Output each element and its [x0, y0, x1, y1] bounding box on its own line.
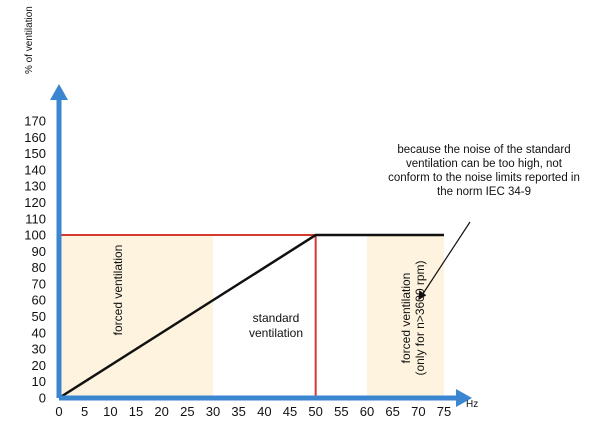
noise-note-line: ventilation can be too high, not	[406, 158, 563, 170]
y-tick-label: 170	[24, 114, 46, 129]
x-tick-label: 35	[231, 404, 245, 419]
x-tick-label: 40	[257, 404, 271, 419]
note-arrow-head	[418, 290, 427, 301]
y-tick-label: 60	[32, 293, 46, 308]
y-tick-label: 110	[25, 211, 46, 226]
y-tick-label: 100	[24, 228, 46, 243]
standard-ventilation-label-line1: standard	[253, 311, 300, 325]
x-tick-label: 20	[154, 404, 168, 419]
x-tick-label: 75	[437, 404, 451, 419]
x-tick-label: 55	[334, 404, 348, 419]
noise-note-line: because the noise of the standard	[397, 144, 570, 156]
y-tick-label: 140	[24, 162, 46, 177]
x-tick-label: 10	[103, 404, 117, 419]
zone-region-1	[367, 235, 444, 398]
y-tick-label: 10	[32, 374, 46, 389]
y-tick-label: 90	[32, 244, 46, 259]
region-label-forced-ventilation: forced ventilation	[111, 245, 125, 336]
y-axis-title: % of ventilation	[24, 6, 35, 74]
noise-note-line: the norm IEC 34-9	[437, 186, 531, 198]
x-tick-label: 70	[411, 404, 425, 419]
x-tick-label: 25	[180, 404, 194, 419]
x-tick-label: 45	[283, 404, 297, 419]
y-tick-label: 70	[32, 276, 46, 291]
region-label-forced-ventilation-high: forced ventilation	[399, 273, 413, 364]
y-tick-label: 50	[32, 309, 46, 324]
y-tick-label: 40	[32, 325, 46, 340]
y-tick-label: 160	[24, 130, 46, 145]
standard-ventilation-label-line2: ventilation	[249, 326, 303, 340]
ventilation-curve	[58, 233, 444, 400]
note-arrow-line	[420, 221, 471, 297]
x-tick-label: 50	[308, 404, 322, 419]
y-axis-arrow	[50, 84, 68, 100]
x-tick-label: 65	[385, 404, 399, 419]
region-label-rpm-condition: (only for n>3600 rpm)	[413, 260, 427, 375]
x-tick-label: 30	[206, 404, 220, 419]
x-axis-title: Hz	[466, 399, 478, 410]
y-tick-label: 0	[39, 391, 46, 406]
y-tick-label: 120	[24, 195, 46, 210]
x-tick-label: 60	[360, 404, 374, 419]
y-tick-label: 30	[32, 342, 46, 357]
y-tick-label: 80	[32, 260, 46, 275]
noise-note-line: conform to the noise limits reported in	[388, 172, 580, 184]
x-axis-arrow	[456, 389, 472, 407]
y-tick-label: 150	[24, 146, 46, 161]
y-tick-label: 130	[24, 179, 46, 194]
x-tick-label: 5	[81, 404, 88, 419]
x-tick-label: 0	[55, 404, 62, 419]
y-tick-label: 20	[32, 358, 46, 373]
x-tick-label: 15	[129, 404, 143, 419]
zone-region-0	[59, 235, 213, 398]
